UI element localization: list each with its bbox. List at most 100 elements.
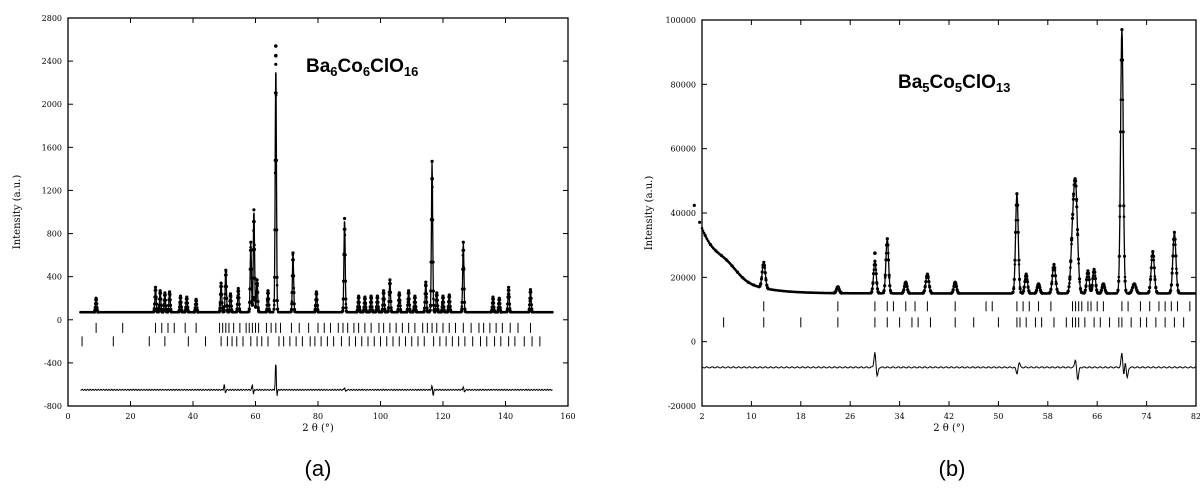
observed-point <box>267 297 271 301</box>
observed-point <box>230 310 234 314</box>
observed-point <box>952 284 956 289</box>
observed-point <box>95 306 99 310</box>
observed-point <box>364 305 368 309</box>
observed-point <box>224 273 228 277</box>
x-tick-label: 58 <box>1043 412 1053 421</box>
observed-point <box>185 301 189 305</box>
observed-point <box>1056 291 1061 295</box>
observed-point <box>461 253 465 257</box>
formula-element: Co <box>338 56 363 77</box>
observed-point <box>252 220 256 224</box>
observed-point <box>1070 242 1073 246</box>
observed-point <box>449 310 453 314</box>
observed-point <box>398 301 402 305</box>
x-tick-label: 18 <box>796 412 806 421</box>
x-tick-label: 2 <box>699 412 704 421</box>
observed-point <box>886 243 890 247</box>
observed-point <box>425 306 429 310</box>
observed-point <box>1028 291 1032 295</box>
observed-point <box>1170 271 1174 275</box>
observed-point <box>448 304 452 309</box>
observed-point <box>1078 287 1083 291</box>
observed-point <box>698 220 702 224</box>
observed-point <box>398 298 402 302</box>
x-tick-label: 20 <box>125 412 135 421</box>
observed-point <box>272 299 276 303</box>
observed-point <box>249 246 252 249</box>
observed-point <box>930 291 934 295</box>
observed-point <box>1086 269 1090 273</box>
observed-point <box>164 304 168 308</box>
observed-point <box>158 289 162 293</box>
observed-point <box>265 307 269 311</box>
impurity-marker <box>873 251 877 256</box>
y-tick-label: 80000 <box>671 80 696 89</box>
observed-point <box>765 283 769 287</box>
observed-point <box>227 308 231 312</box>
observed-point <box>229 299 233 303</box>
y-tick-label: 0 <box>57 316 62 325</box>
compound-formula: Ba6Co6ClO16 <box>306 56 418 79</box>
observed-point <box>377 310 381 314</box>
observed-point <box>1102 283 1106 287</box>
observed-point <box>218 309 222 313</box>
observed-point <box>341 297 345 301</box>
observed-point <box>229 294 233 298</box>
observed-point <box>1151 254 1156 258</box>
observed-point <box>1085 278 1089 282</box>
observed-point <box>1103 285 1107 290</box>
observed-point <box>882 289 886 293</box>
observed-point <box>1072 192 1076 196</box>
observed-point <box>194 299 198 303</box>
observed-point <box>926 274 930 278</box>
calculated-profile <box>80 72 553 313</box>
observed-point <box>95 302 99 306</box>
observed-point <box>1017 258 1021 262</box>
observed-point <box>363 301 368 305</box>
observed-point <box>1121 98 1125 101</box>
observed-point <box>432 297 435 301</box>
observed-point <box>1193 292 1197 295</box>
observed-point <box>1121 130 1125 134</box>
observed-point <box>376 305 380 309</box>
observed-point <box>413 300 418 304</box>
observed-point <box>387 293 391 297</box>
observed-point <box>928 285 932 289</box>
observed-point <box>1099 288 1103 292</box>
observed-point <box>424 280 428 284</box>
observed-point <box>1051 269 1055 272</box>
observed-point <box>1117 254 1121 258</box>
observed-point <box>703 233 707 237</box>
observed-point <box>369 296 373 300</box>
observed-point <box>902 284 907 289</box>
observed-point <box>158 291 163 295</box>
observed-point <box>186 305 190 309</box>
observed-point <box>415 310 419 314</box>
observed-point <box>904 281 909 285</box>
observed-point <box>152 309 156 313</box>
observed-point <box>1116 288 1120 292</box>
observed-point <box>1093 274 1097 278</box>
observed-point <box>154 288 158 292</box>
observed-point <box>316 310 320 314</box>
observed-point <box>1117 279 1121 283</box>
y-axis-label: Intensity (a.u.) <box>12 175 23 250</box>
observed-point <box>273 275 277 279</box>
observed-point <box>530 310 534 314</box>
observed-point <box>883 284 887 288</box>
observed-point <box>274 62 278 66</box>
difference-curve <box>701 352 1197 381</box>
observed-point <box>407 289 411 293</box>
observed-point <box>528 288 533 292</box>
panel-label: (b) <box>939 456 966 481</box>
observed-point <box>254 305 258 309</box>
observed-point <box>1118 204 1122 208</box>
observed-point <box>222 308 226 312</box>
y-tick-label: -800 <box>44 402 62 411</box>
observed-point <box>874 268 878 272</box>
observed-point <box>250 303 254 307</box>
y-tick-label: -20000 <box>668 402 696 411</box>
y-tick-label: 100000 <box>665 16 696 25</box>
observed-point <box>1172 243 1175 246</box>
